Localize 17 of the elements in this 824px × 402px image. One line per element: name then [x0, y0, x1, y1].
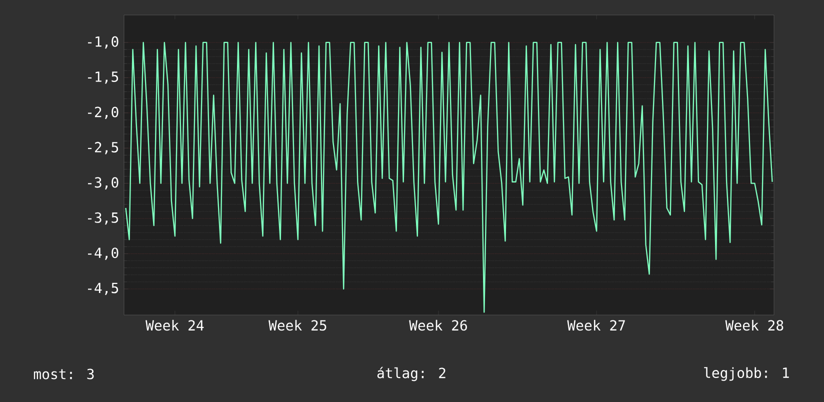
x-tick-label: Week 26 [409, 320, 467, 331]
y-tick-label: -3,0 [88, 177, 118, 190]
y-tick-label: -2,5 [88, 142, 118, 154]
y-tick-label: -4,5 [88, 282, 118, 295]
y-tick-label: -2,0 [88, 106, 118, 120]
x-tick-label: Week 25 [268, 320, 326, 331]
x-tick-label: Week 24 [146, 320, 204, 331]
text: legjobb: 1 [704, 367, 789, 381]
y-tick-label: -3,5 [88, 212, 118, 225]
line-series [125, 42, 773, 313]
text: most: 3 [34, 368, 94, 380]
x-tick-label: Week 27 [567, 320, 625, 331]
y-tick-label: -1,5 [88, 72, 118, 84]
x-tick-label: Week 28 [725, 320, 784, 331]
y-tick-label: -4,0 [88, 248, 118, 260]
text: átlag: 2 [377, 366, 446, 382]
y-tick-label: -1,0 [88, 36, 118, 49]
